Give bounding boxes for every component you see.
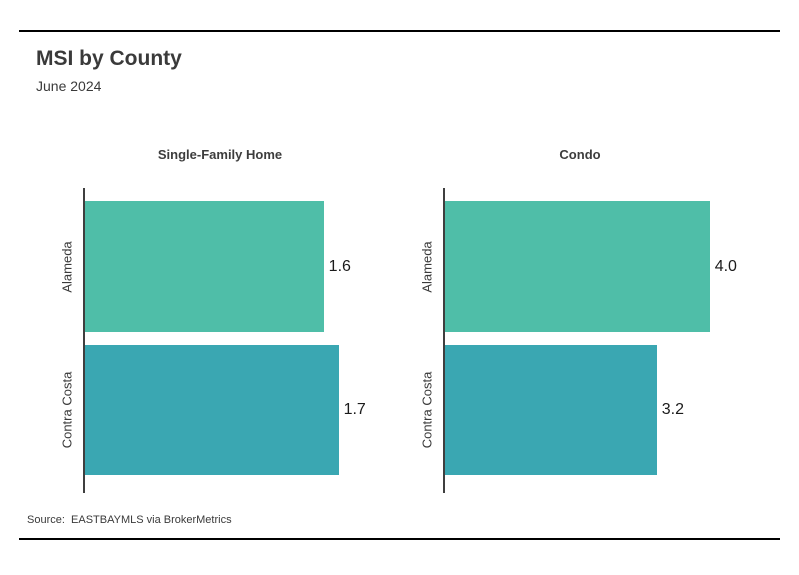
category-label-alameda-single-family: Alameda [59, 241, 75, 293]
bar-single-family-contra-costa [85, 345, 339, 475]
bottom-rule [19, 538, 780, 540]
value-label-single-family-contra-costa: 1.7 [343, 401, 366, 418]
value-label-condo-contra-costa: 3.2 [661, 401, 684, 418]
bar-condo-contra-costa [445, 345, 657, 475]
chart-subtitle: June 2024 [36, 78, 102, 94]
value-label-condo-alameda: 4.0 [714, 257, 737, 275]
y-axis-line-condo [443, 188, 445, 493]
panel-title-condo: Condo [559, 147, 601, 162]
bar-condo-alameda [445, 201, 710, 332]
bar-row-single-family-contra-costa: 1.7 [85, 345, 366, 475]
y-axis-line-single-family [83, 188, 85, 493]
top-rule [19, 30, 780, 32]
value-label-single-family-alameda: 1.6 [328, 257, 351, 275]
chart-title: MSI by County [36, 47, 182, 70]
bar-row-single-family-alameda: 1.6 [85, 201, 351, 332]
panel-title-single-family-home: Single-Family Home [157, 147, 283, 162]
bar-single-family-alameda [85, 201, 324, 332]
source-note: Source: EASTBAYMLS via BrokerMetrics [27, 514, 232, 526]
bar-row-condo-alameda: 4.0 [445, 201, 737, 332]
category-label-contra-costa-single-family: Contra Costa [59, 371, 75, 449]
category-label-contra-costa-condo: Contra Costa [419, 371, 435, 449]
category-label-alameda-condo: Alameda [419, 241, 435, 293]
bar-row-condo-contra-costa: 3.2 [445, 345, 684, 475]
